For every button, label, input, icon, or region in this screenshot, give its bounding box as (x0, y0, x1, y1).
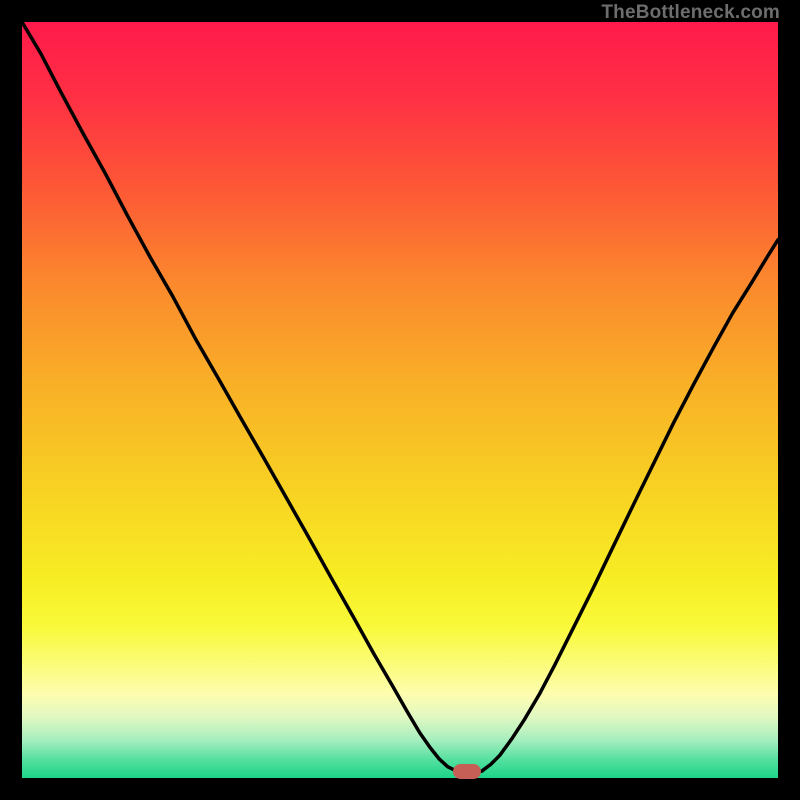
min-marker (453, 764, 481, 779)
watermark-text: TheBottleneck.com (601, 2, 780, 24)
curve-layer (22, 22, 778, 778)
chart-frame: TheBottleneck.com (0, 0, 800, 800)
bottleneck-curve (22, 22, 778, 771)
